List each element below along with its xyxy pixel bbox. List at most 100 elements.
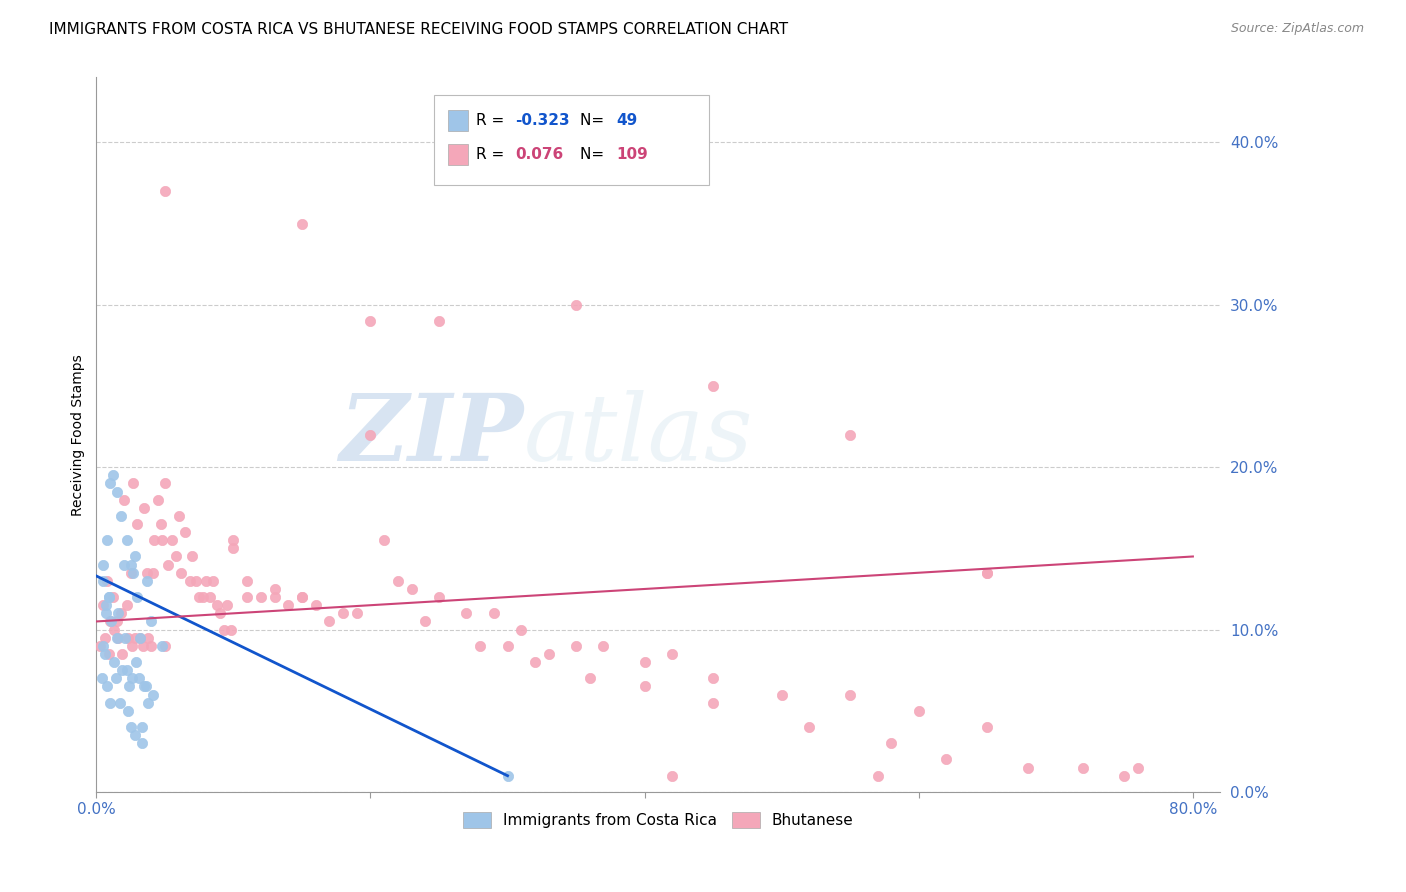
Point — [1017, 761, 1039, 775]
FancyBboxPatch shape — [449, 110, 468, 131]
Point — [633, 655, 655, 669]
Point — [263, 582, 285, 596]
Point — [98, 615, 121, 629]
Point — [124, 549, 146, 564]
Point — [96, 680, 118, 694]
Point — [146, 492, 169, 507]
Point — [115, 663, 138, 677]
Point — [107, 631, 129, 645]
Point — [117, 704, 139, 718]
Text: R =: R = — [477, 112, 509, 128]
Point — [107, 607, 129, 621]
Point — [121, 671, 143, 685]
Point — [907, 704, 929, 718]
Point — [523, 655, 546, 669]
Point — [866, 769, 889, 783]
Point — [94, 607, 117, 621]
Point — [118, 680, 141, 694]
Text: ZIP: ZIP — [339, 390, 523, 480]
Point — [120, 566, 142, 580]
Point — [93, 631, 115, 645]
Point — [101, 590, 124, 604]
Point — [103, 655, 125, 669]
Point — [839, 688, 862, 702]
Point — [1126, 761, 1149, 775]
Point — [592, 639, 614, 653]
Point — [263, 590, 285, 604]
Point — [98, 696, 121, 710]
Point — [976, 566, 998, 580]
Point — [134, 500, 156, 515]
Point — [96, 574, 118, 588]
Point — [880, 736, 903, 750]
Point — [167, 508, 190, 523]
Point — [456, 607, 478, 621]
Point — [360, 314, 382, 328]
Point — [195, 574, 218, 588]
Point — [212, 623, 235, 637]
Point — [318, 615, 340, 629]
Point — [170, 566, 193, 580]
Point — [219, 623, 242, 637]
Point — [105, 615, 128, 629]
Point — [153, 184, 176, 198]
Point — [124, 728, 146, 742]
Point — [222, 541, 245, 556]
Point — [101, 468, 124, 483]
Point — [112, 558, 135, 572]
Point — [277, 598, 299, 612]
Point — [387, 574, 409, 588]
Point — [131, 720, 153, 734]
Point — [160, 533, 183, 548]
Point — [127, 516, 149, 531]
Point — [96, 533, 118, 548]
Point — [401, 582, 423, 596]
Point — [93, 647, 115, 661]
Point — [633, 680, 655, 694]
Point — [537, 647, 560, 661]
Point — [153, 476, 176, 491]
Point — [156, 558, 179, 572]
Point — [174, 525, 197, 540]
Point — [89, 639, 111, 653]
Point — [122, 476, 145, 491]
Point — [346, 607, 368, 621]
Point — [702, 671, 724, 685]
Point — [94, 598, 117, 612]
Point — [198, 590, 221, 604]
Point — [97, 590, 120, 604]
Point — [181, 549, 204, 564]
Point — [90, 671, 112, 685]
Point — [186, 574, 208, 588]
Point — [132, 639, 155, 653]
Point — [105, 631, 128, 645]
Point — [136, 574, 159, 588]
Point — [100, 615, 122, 629]
Point — [578, 671, 600, 685]
Point — [110, 607, 132, 621]
Point — [291, 590, 314, 604]
Point — [141, 639, 163, 653]
Point — [496, 769, 519, 783]
Point — [141, 615, 163, 629]
Point — [98, 476, 121, 491]
Text: IMMIGRANTS FROM COSTA RICA VS BHUTANESE RECEIVING FOOD STAMPS CORRELATION CHART: IMMIGRANTS FROM COSTA RICA VS BHUTANESE … — [49, 22, 789, 37]
Point — [111, 663, 134, 677]
Point — [208, 607, 231, 621]
Point — [91, 598, 114, 612]
Point — [236, 590, 259, 604]
Point — [193, 590, 215, 604]
Point — [702, 379, 724, 393]
Point — [496, 639, 519, 653]
Point — [165, 549, 187, 564]
Point — [153, 639, 176, 653]
Point — [138, 696, 160, 710]
Point — [127, 590, 149, 604]
Point — [1114, 769, 1136, 783]
Point — [104, 671, 127, 685]
Point — [129, 631, 152, 645]
Point — [976, 720, 998, 734]
Point — [150, 639, 173, 653]
Y-axis label: Receiving Food Stamps: Receiving Food Stamps — [72, 354, 86, 516]
Point — [114, 631, 136, 645]
